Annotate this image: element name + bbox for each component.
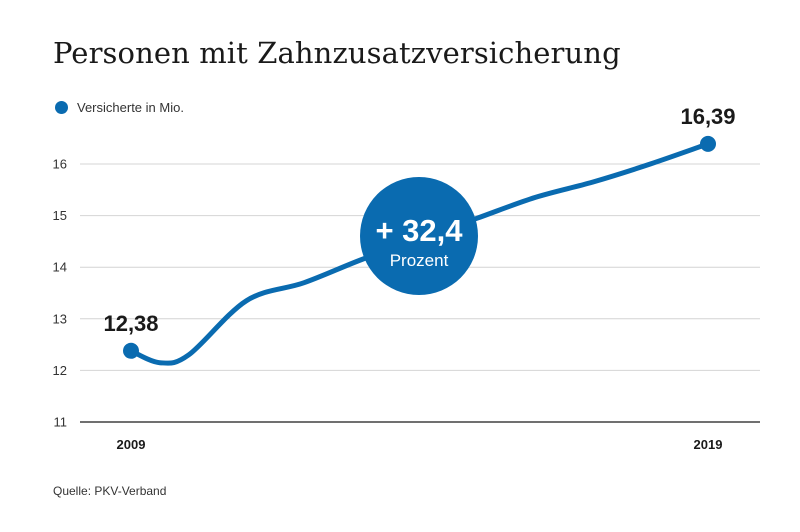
y-tick-label-15: 15 (53, 208, 67, 223)
y-tick-label-12: 12 (53, 363, 67, 378)
y-axis-ticks: 11 12 13 14 15 16 (53, 157, 67, 430)
legend-label: Versicherte in Mio. (77, 100, 184, 115)
change-bubble: + 32,4 Prozent (360, 177, 478, 295)
source-note: Quelle: PKV-Verband (53, 484, 167, 498)
x-axis-ticks: 2009 2019 (117, 437, 723, 452)
change-bubble-circle (360, 177, 478, 295)
legend: Versicherte in Mio. (55, 100, 184, 115)
y-tick-label-16: 16 (53, 157, 67, 172)
y-tick-label-14: 14 (53, 260, 67, 275)
y-tick-label-11: 11 (54, 415, 68, 430)
change-unit: Prozent (390, 251, 449, 270)
data-label-2019: 16,39 (680, 104, 735, 129)
data-label-2009: 12,38 (103, 311, 158, 336)
x-tick-label-2009: 2009 (117, 437, 146, 452)
data-point-2009 (123, 342, 139, 359)
chart-title: Personen mit Zahnzusatzversicherung (53, 36, 621, 70)
y-tick-label-13: 13 (53, 311, 67, 326)
change-value: + 32,4 (375, 213, 463, 248)
legend-marker (55, 101, 68, 114)
x-tick-label-2019: 2019 (694, 437, 723, 452)
data-point-2019 (700, 135, 716, 152)
